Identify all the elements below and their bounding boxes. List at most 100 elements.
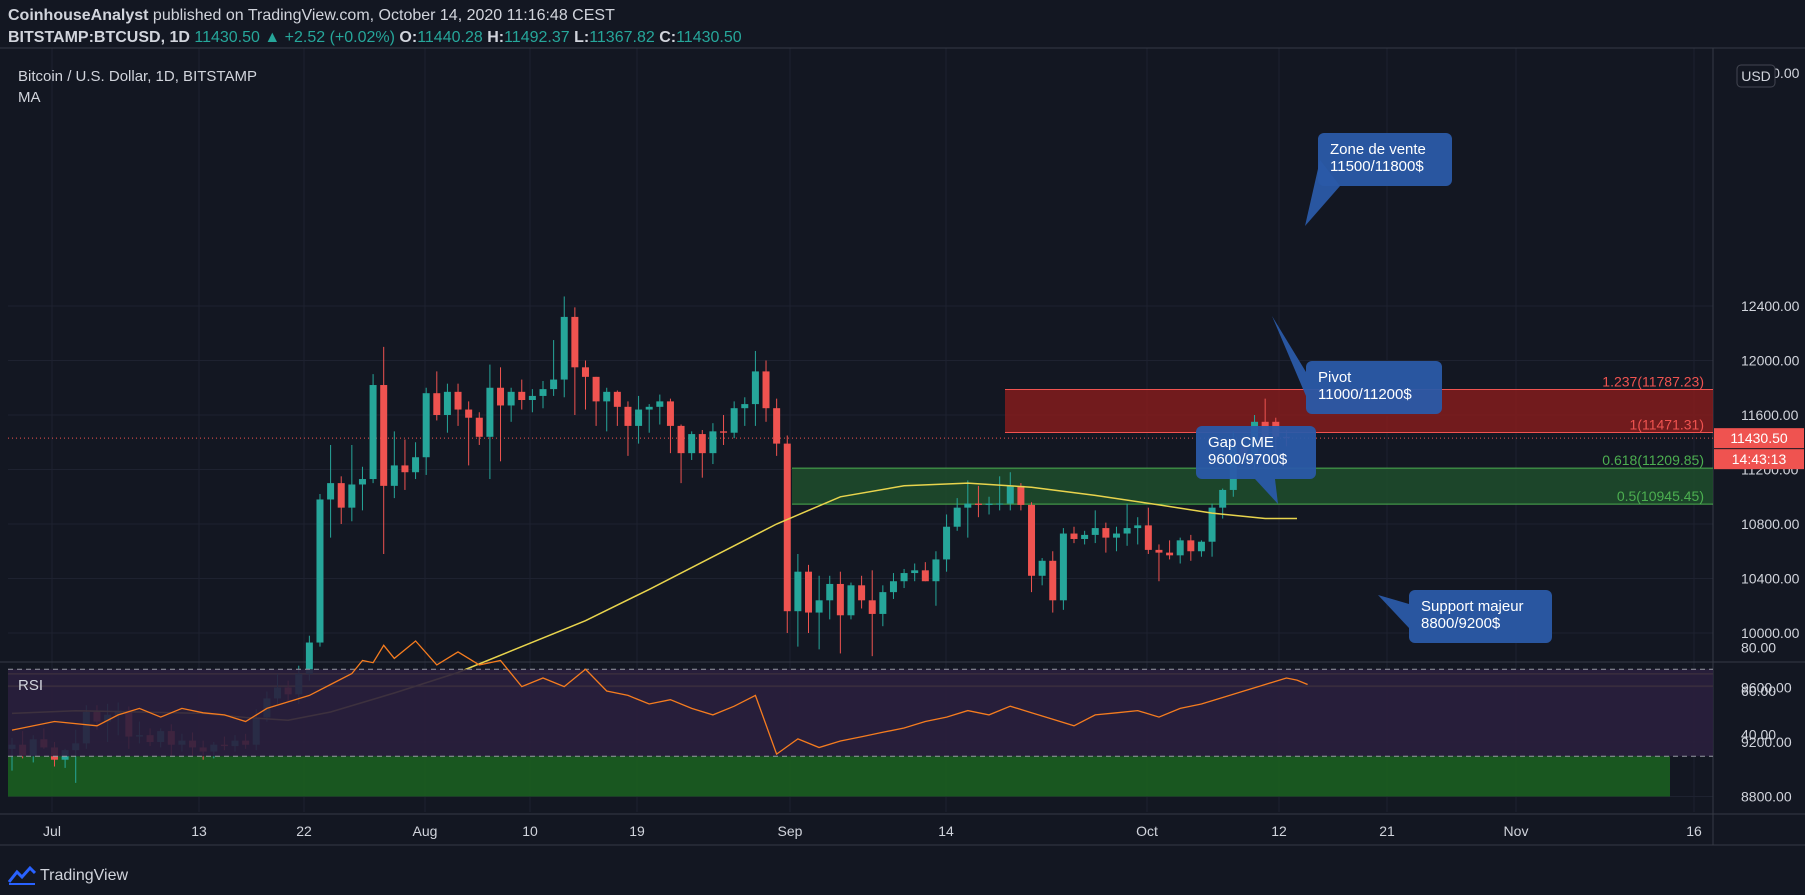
close-label: C: [659, 29, 677, 46]
candle-body [709, 431, 717, 454]
candle-body [1187, 540, 1195, 552]
candle-body [943, 526, 951, 560]
close-value: 11430.50 [676, 29, 742, 46]
candle-body [1144, 525, 1152, 550]
candle-body [741, 404, 749, 409]
candle-body [412, 457, 420, 473]
indicator-label: MA [18, 89, 41, 106]
candle-body [475, 417, 483, 437]
candle-body [826, 583, 834, 601]
candle-body [911, 570, 919, 574]
candle-body [974, 503, 982, 505]
candle-body [581, 367, 589, 377]
y-tick-label: 10000.00 [1741, 625, 1800, 641]
rsi-band [8, 669, 1713, 757]
candle-body [401, 465, 409, 473]
candle-body [815, 600, 823, 613]
candle-body [613, 391, 621, 407]
open-value: 11440.28 [417, 29, 483, 46]
callout-box [1306, 361, 1442, 414]
callout-pointer [1272, 316, 1306, 396]
y-tick-label: 9600.00 [1741, 680, 1792, 696]
candle-body [327, 483, 335, 500]
candle-body [858, 585, 866, 601]
callout-text: Gap CME [1208, 434, 1274, 451]
candle-body [624, 406, 632, 426]
x-tick-label: Oct [1136, 823, 1158, 839]
y-tick-label: 9200.00 [1741, 734, 1792, 750]
open-label: O: [399, 29, 418, 46]
candle-body [358, 479, 366, 485]
candle-body [560, 316, 568, 380]
y-tick-label: 8800.00 [1741, 789, 1792, 805]
candle-body [900, 573, 908, 582]
rsi-tick-label: 40.00 [1741, 727, 1776, 743]
candle-body [1049, 560, 1057, 601]
candle-body [879, 592, 887, 614]
candle-body [921, 570, 929, 582]
candle-body [390, 465, 398, 486]
candle-body [836, 583, 844, 616]
candle-body [1219, 489, 1227, 508]
candle-body [443, 391, 451, 415]
x-tick-label: Sep [778, 823, 803, 839]
rsi-label: RSI [18, 677, 43, 694]
candle-body [1081, 534, 1089, 539]
candle-body [422, 393, 430, 458]
candle-body [698, 434, 706, 454]
x-tick-label: 22 [296, 823, 312, 839]
candle-body [380, 385, 388, 486]
callout-text: 8800/9200$ [1421, 615, 1501, 632]
candle-body [1070, 533, 1078, 539]
candle-body [985, 503, 993, 505]
candle-body [677, 425, 685, 454]
author-name[interactable]: CoinhouseAnalyst [8, 7, 149, 24]
candle-body [1176, 540, 1184, 556]
high-label: H: [487, 29, 505, 46]
candle-body [932, 559, 940, 582]
candle-body [1091, 528, 1099, 535]
y-tick-label: 12400.00 [1741, 298, 1800, 314]
candle-body [1006, 485, 1014, 504]
candle-body [1038, 560, 1046, 576]
candle-body [348, 484, 356, 508]
candle-body [953, 507, 961, 527]
countdown-tag: 14:43:13 [1732, 451, 1787, 467]
currency-badge-bg [1736, 64, 1776, 88]
callout-text: Pivot [1318, 369, 1352, 386]
tradingview-logo-icon[interactable] [8, 865, 36, 885]
x-tick-label: Nov [1504, 823, 1529, 839]
y-tick-label: 10400.00 [1741, 571, 1800, 587]
countdown-tag-bg [1714, 449, 1804, 470]
candle-body [666, 401, 674, 426]
candle-body [592, 376, 600, 402]
candle-body [1166, 552, 1174, 556]
chart-title: Bitcoin / U.S. Dollar, 1D, BITSTAMP [18, 68, 257, 85]
candle-body [1102, 528, 1110, 538]
candle-body [805, 571, 812, 613]
tradingview-brand[interactable]: TradingView [40, 867, 129, 884]
callout-box [1318, 133, 1452, 186]
candle-body [571, 316, 579, 368]
last-price-tag: 11430.50 [1730, 430, 1788, 446]
candle-body [996, 503, 1004, 505]
candle-body [635, 409, 643, 426]
candle-body [1123, 528, 1131, 534]
candle-body [1017, 485, 1025, 505]
candle-body [507, 391, 515, 406]
callout-text: 9600/9700$ [1208, 451, 1288, 468]
y-tick-label: 10800.00 [1741, 516, 1800, 532]
candle-body [1028, 504, 1036, 576]
candle-body [720, 431, 728, 433]
publish-info: published on TradingView.com, October 14… [152, 7, 615, 24]
fib-level-label: 0.5(10945.45) [1617, 488, 1704, 504]
y-tick-label: 12000.00 [1741, 353, 1800, 369]
last-price-tag-bg [1714, 428, 1804, 449]
fib-level-label: 1.237(11787.23) [1602, 373, 1704, 389]
callout-pointer [1255, 479, 1278, 504]
candle-body [1112, 533, 1120, 538]
x-tick-label: 13 [191, 823, 207, 839]
candle-body [433, 393, 441, 415]
